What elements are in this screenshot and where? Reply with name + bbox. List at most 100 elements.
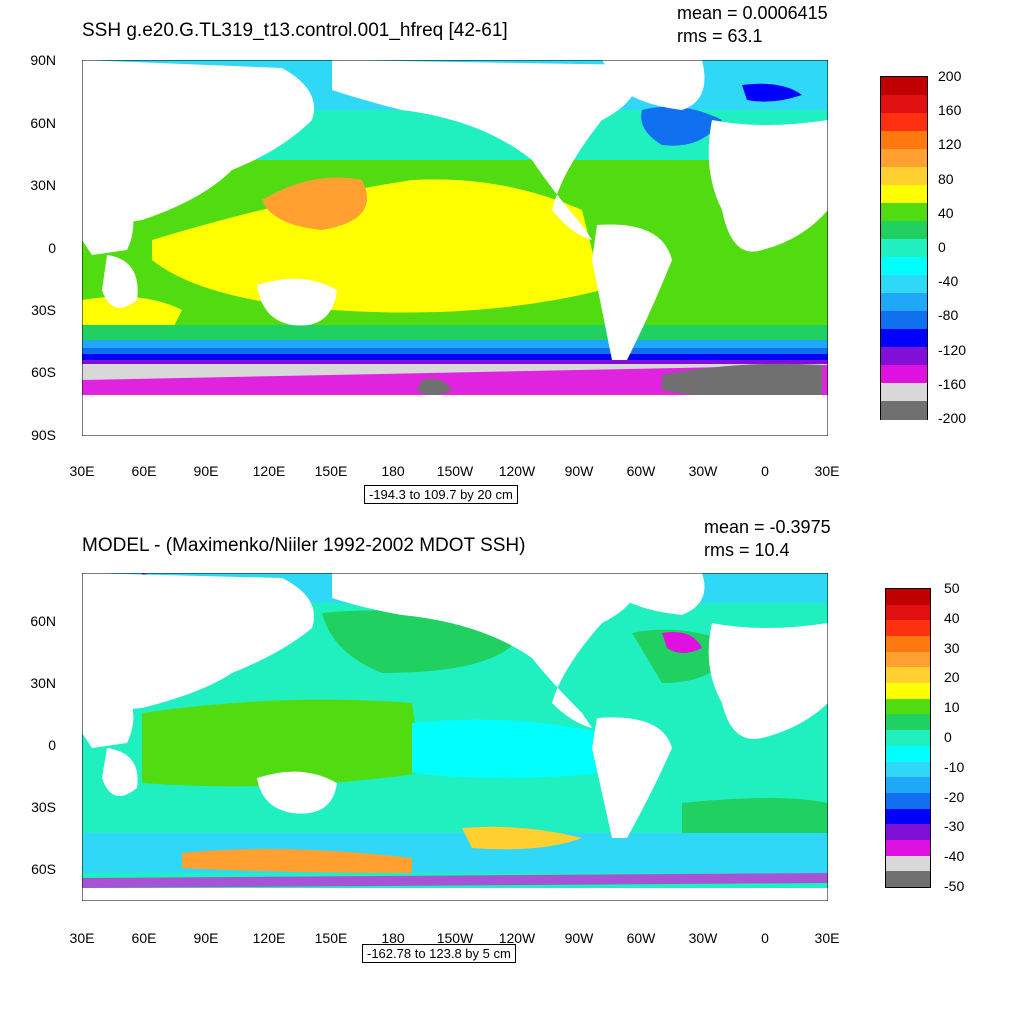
p2-lon-4: 150E — [314, 930, 348, 946]
colorbar-swatch — [886, 745, 930, 762]
colorbar-swatch — [881, 185, 927, 204]
colorbar-label: 80 — [938, 170, 954, 187]
p2-lon-3: 120E — [252, 930, 286, 946]
p1-lat-0: 90N — [30, 52, 56, 68]
europe-africa-land — [708, 120, 828, 252]
p2-lat-1: 30N — [30, 675, 56, 691]
p1-lon-7: 120W — [498, 463, 536, 479]
colorbar-swatch — [881, 365, 927, 384]
p1-lat-4: 30S — [31, 302, 56, 318]
colorbar-swatch — [886, 620, 930, 637]
p2-lon-9: 60W — [626, 930, 656, 946]
colorbar-swatch — [886, 604, 930, 621]
colorbar-swatch — [886, 839, 930, 857]
colorbar-swatch — [886, 730, 930, 747]
p1-lat-3: 0 — [48, 240, 56, 256]
colorbar-label: 160 — [938, 102, 962, 119]
colorbar-swatch — [881, 95, 927, 114]
colorbar-swatch — [886, 714, 930, 731]
colorbar-swatch — [881, 167, 927, 186]
p1-lon-12: 30E — [814, 463, 840, 479]
panel2-title: MODEL - (Maximenko/Niiler 1992-2002 MDOT… — [82, 535, 526, 556]
colorbar-swatch — [886, 808, 930, 825]
p1-lon-1: 60E — [131, 463, 157, 479]
p2-lon-12: 30E — [814, 930, 840, 946]
colorbar-swatch — [881, 257, 927, 276]
colorbar-label: -10 — [944, 758, 965, 775]
p1-lon-5: 180 — [381, 463, 405, 479]
p2-lat-3: 30S — [31, 799, 56, 815]
p1-lon-0: 30E — [69, 463, 95, 479]
eurasia-land — [82, 60, 314, 230]
p2-lon-11: 0 — [761, 930, 769, 946]
colorbar-label: 0 — [944, 729, 952, 745]
p2-lon-5: 180 — [381, 930, 405, 946]
colorbar-swatch — [886, 651, 930, 668]
colorbar-swatch — [886, 777, 930, 794]
colorbar-label: 30 — [944, 639, 960, 656]
colorbar-swatch — [886, 792, 930, 810]
p2-lon-1: 60E — [131, 930, 157, 946]
colorbar-swatch — [881, 293, 927, 312]
colorbar-label: -200 — [938, 410, 967, 426]
colorbar-swatch — [886, 698, 930, 715]
p1-lat-1: 60N — [30, 115, 56, 131]
south-america-land — [592, 224, 672, 360]
p2-lon-7: 120W — [498, 930, 536, 946]
colorbar-label: 50 — [944, 580, 960, 596]
p2-lat-0: 60N — [30, 613, 56, 629]
colorbar-swatch — [881, 329, 927, 348]
colorbar-swatch — [881, 275, 927, 294]
colorbar-swatch — [881, 131, 927, 150]
colorbar-label: 10 — [944, 699, 960, 716]
colorbar-label: 20 — [944, 669, 960, 686]
colorbar-swatch — [881, 347, 927, 366]
panel1-map — [82, 60, 828, 436]
panel2-rms: rms = 10.4 — [704, 540, 790, 560]
greenland-land — [602, 60, 705, 110]
colorbar-label: 40 — [944, 609, 960, 626]
panel1-title: SSH g.e20.G.TL319_t13.control.001_hfreq … — [82, 20, 508, 41]
p2-lon-8: 90W — [564, 930, 594, 946]
colorbar-label: -50 — [944, 878, 965, 894]
australia-land — [257, 278, 337, 326]
p1-lon-8: 90W — [564, 463, 594, 479]
p2-lat-4: 60S — [31, 861, 56, 877]
panel2-range-label: -162.78 to 123.8 by 5 cm — [362, 944, 516, 963]
colorbar-swatch — [886, 636, 930, 653]
colorbar-swatch — [881, 77, 927, 96]
colorbar-label: 40 — [938, 204, 954, 221]
colorbar-label: 0 — [938, 239, 946, 255]
p2-lon-0: 30E — [69, 930, 95, 946]
colorbar-swatch — [881, 203, 927, 222]
colorbar-swatch — [881, 113, 927, 132]
p1-lat-2: 30N — [30, 177, 56, 193]
colorbar-swatch — [881, 401, 927, 420]
panel1-colorbar — [880, 76, 928, 420]
panel1-range-label: -194.3 to 109.7 by 20 cm — [364, 485, 518, 504]
panel2-mean: mean = -0.3975 — [704, 517, 831, 537]
p1-lon-2: 90E — [193, 463, 219, 479]
colorbar-swatch — [886, 667, 930, 684]
panel2-colorbar — [885, 588, 931, 888]
p2-lat-2: 0 — [48, 737, 56, 753]
panel2-map — [82, 573, 828, 901]
north-america-land — [332, 60, 642, 240]
colorbar-swatch — [886, 871, 930, 888]
p2-lon-10: 30W — [688, 930, 718, 946]
colorbar-swatch — [881, 383, 927, 402]
p2-lon-2: 90E — [193, 930, 219, 946]
panel1-rms: rms = 63.1 — [677, 26, 763, 46]
p1-lat-6: 90S — [31, 427, 56, 443]
p1-lon-4: 150E — [314, 463, 348, 479]
p1-lon-11: 0 — [761, 463, 769, 479]
p1-lon-6: 150W — [436, 463, 474, 479]
colorbar-label: -40 — [938, 273, 959, 290]
colorbar-label: -120 — [938, 341, 967, 358]
colorbar-swatch — [886, 589, 930, 606]
colorbar-swatch — [886, 761, 930, 778]
p1-lat-5: 60S — [31, 364, 56, 380]
colorbar-swatch — [886, 683, 930, 700]
colorbar-swatch — [881, 221, 927, 240]
colorbar-label: 120 — [938, 136, 962, 153]
